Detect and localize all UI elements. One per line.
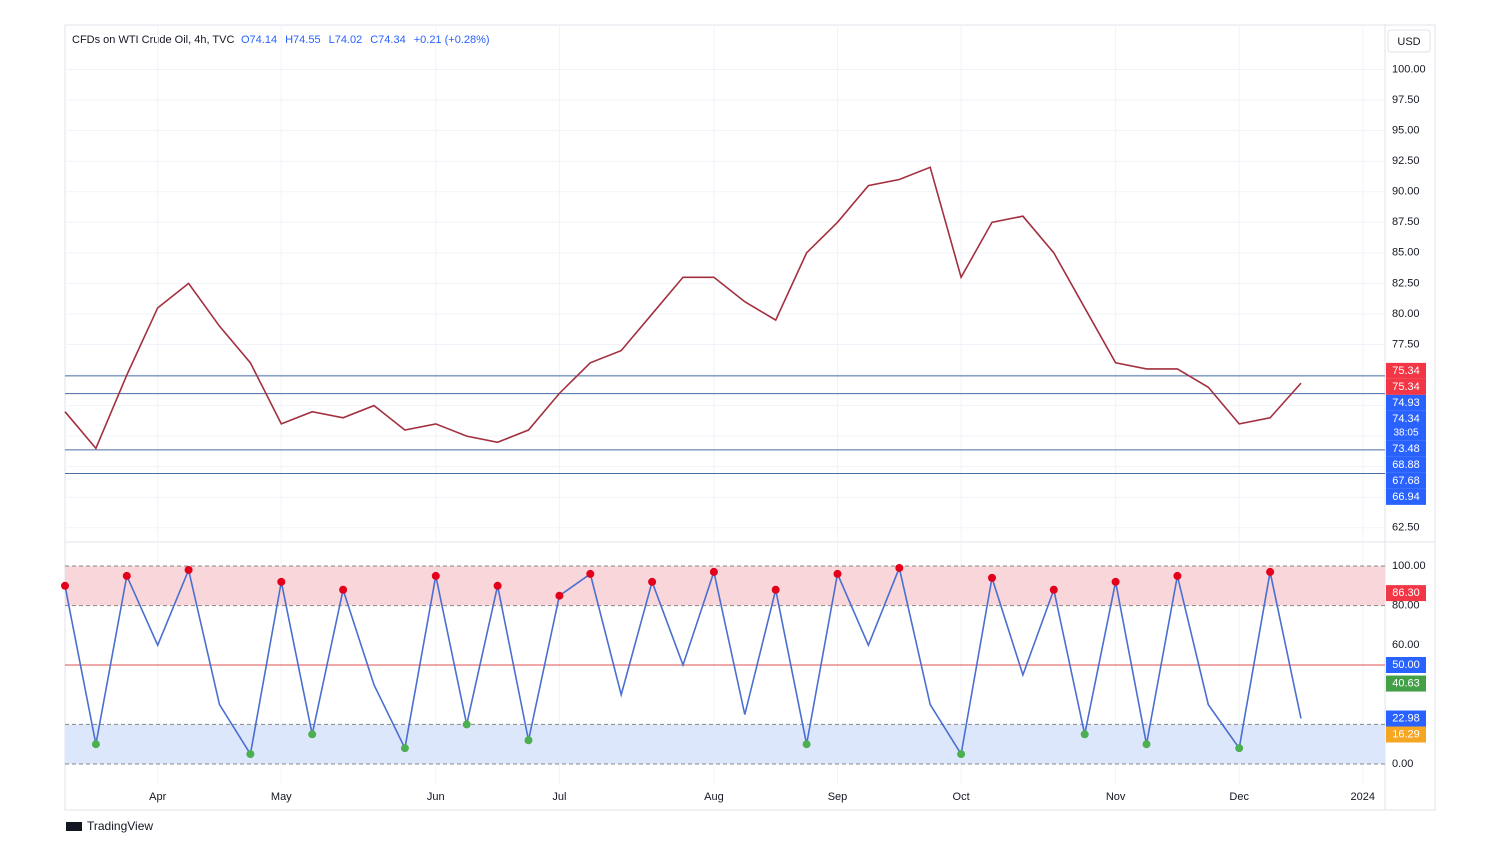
ohlc-value: O74.14 [241,34,277,46]
price-badge [1386,472,1426,489]
x-tick-label: Sep [828,791,848,803]
zone [65,565,1385,606]
x-tick-label: Jul [552,791,566,803]
badge-label: 75.34 [1392,381,1420,393]
signal-dot [493,581,502,590]
badge-label: 68.88 [1392,459,1420,471]
x-tick-label: May [271,791,292,803]
signal-dot [1049,585,1058,594]
price-badge [1386,675,1426,692]
currency: USD [1397,36,1420,48]
y-tick-label: 85.00 [1392,247,1420,259]
signal-dot [61,581,69,590]
y-tick-label: 87.50 [1392,216,1420,228]
x-tick-label: Nov [1106,791,1126,803]
signal-dot [1111,577,1120,586]
signal-dot [802,740,811,749]
signal-dot [184,565,193,574]
ohlc-value: +0.21 (+0.28%) [414,34,490,46]
price-badge [1386,488,1426,505]
signal-dot [771,585,780,594]
signal-dot [91,740,100,749]
countdown: 38:05 [1393,428,1418,439]
ohlc-value: L74.02 [329,34,363,46]
x-tick-label: 2024 [1351,791,1375,803]
brand: TradingView [87,819,153,833]
signal-dot [308,730,317,739]
y-tick-label: 80.00 [1392,308,1420,320]
signal-dot [1235,744,1244,753]
signal-dot [246,750,255,759]
price-badge [1386,378,1426,395]
countdown-badge [1386,424,1426,441]
y-tick-label: 80.00 [1392,600,1420,612]
signal-dot [339,585,348,594]
signal-dot [1080,730,1089,739]
signal-dot [122,571,131,580]
signal-dot [895,563,904,572]
series-line [64,166,1302,450]
price-badge [1386,456,1426,473]
signal-dot [524,736,533,745]
badge-label: 16.29 [1392,728,1420,740]
badge-label: 22.98 [1392,712,1420,724]
x-tick-label: Oct [953,791,970,803]
price-badge [1386,657,1426,673]
signal-dot [988,573,996,582]
y-tick-label: 0.00 [1392,758,1413,770]
price-badge [1386,585,1426,602]
badge-label: 40.63 [1392,677,1420,689]
x-tick-label: Aug [704,791,724,803]
x-tick-label: Dec [1229,791,1249,803]
y-tick-label: 62.50 [1392,522,1420,534]
price-badge [1386,710,1426,727]
ohlc-value: C74.34 [370,34,405,46]
signal-dot [555,591,564,600]
signal-dot [277,577,286,586]
badge-label: 74.93 [1392,397,1420,409]
signal-dot [957,750,966,759]
signal-dot [400,744,409,753]
y-tick-label: 100.00 [1392,63,1426,75]
badge-label: 50.00 [1392,659,1420,671]
price-badge [1386,440,1426,457]
series-line [64,565,1302,757]
signal-dot [1173,571,1182,580]
y-tick-label: 60.00 [1392,639,1420,651]
zone [65,724,1385,765]
price-badge [1386,362,1426,379]
price-badge [1386,726,1426,743]
frame [64,24,1436,811]
badge-label: 86.30 [1392,587,1420,599]
y-tick-label: 97.50 [1392,94,1420,106]
brand-icon [66,822,82,831]
badge-label: 73.48 [1392,443,1420,455]
signal-dot [462,720,471,729]
y-tick-label: 95.00 [1392,125,1420,137]
currency-button[interactable] [1387,29,1431,53]
y-tick-label: 82.50 [1392,277,1420,289]
price-badge [1386,394,1426,411]
badge-label: 75.34 [1392,365,1420,377]
ohlc-value: H74.55 [285,34,320,46]
badge-label: 67.68 [1392,475,1420,487]
y-tick-label: 92.50 [1392,155,1420,167]
signal-dot [833,569,842,578]
badge-label: 74.34 [1392,413,1420,425]
x-tick-label: Jun [427,791,445,803]
signal-dot [709,567,718,576]
signal-dot [648,577,657,586]
symbol: CFDs on WTI Crude Oil, 4h, TVC [72,34,234,46]
signal-dot [1266,567,1275,576]
x-tick-label: Apr [149,791,166,803]
badge-label: 66.94 [1392,491,1420,503]
signal-dot [1142,740,1151,749]
signal-dot [586,569,595,578]
y-tick-label: 77.50 [1392,338,1420,350]
y-tick-label: 90.00 [1392,186,1420,198]
signal-dot [431,571,440,580]
y-tick-label: 100.00 [1392,560,1426,572]
price-badge [1386,410,1426,427]
